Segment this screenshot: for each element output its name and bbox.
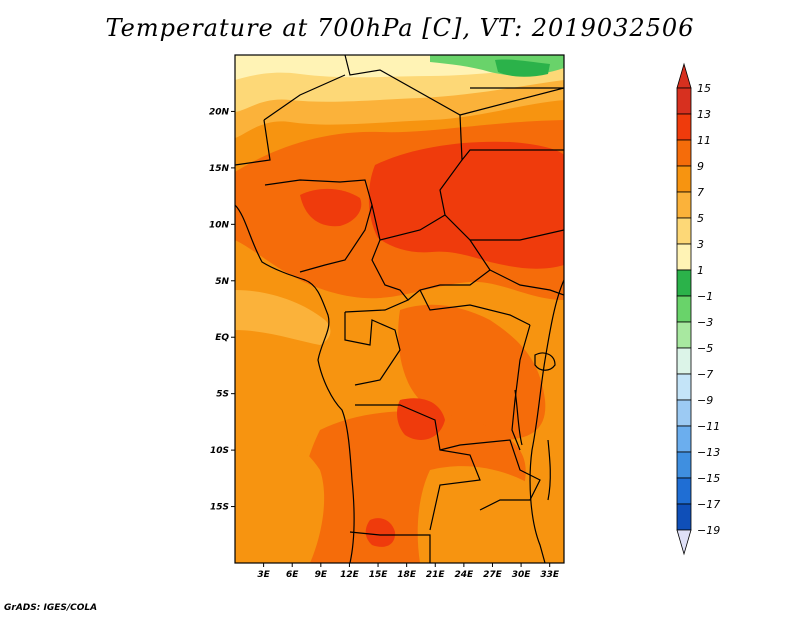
- x-tick-label: 30E: [512, 570, 532, 580]
- band-7to9-southeast: [417, 466, 564, 563]
- lake-victoria: [534, 352, 556, 371]
- border-drc-north: [419, 289, 531, 326]
- y-tick-label: 20N: [209, 107, 230, 117]
- country-borders: [235, 55, 564, 563]
- border-namibia: [349, 531, 431, 563]
- colorbar-swatch: [676, 347, 692, 375]
- colorbar-over-arrow: [676, 62, 692, 89]
- band-13to15-west: [300, 188, 362, 227]
- colorbar-swatch: [676, 139, 692, 167]
- border-gabon-congo: [344, 312, 401, 386]
- colorbar-label: −3: [697, 316, 713, 329]
- x-tick-label: 21E: [426, 570, 446, 580]
- colorbar-swatch: [676, 191, 692, 219]
- x-tick-label: 24E: [455, 570, 475, 580]
- footer-credit: GrADS: IGES/COLA: [4, 603, 98, 613]
- border-drc-east: [511, 324, 531, 451]
- colorbar: 15 13 11 9 7 5 3 1 −1 −3 −5 −7 −9 −11 −13 −15 −17 −19: [676, 62, 720, 556]
- band-7to9-west-south: [235, 429, 325, 563]
- colorbar-swatch: [676, 165, 692, 193]
- colorbar-swatch: [676, 451, 692, 479]
- border-angola: [355, 404, 481, 531]
- colorbar-swatch: [676, 321, 692, 349]
- temperature-field: [235, 55, 564, 563]
- colorbar-label: 15: [697, 82, 711, 95]
- axis-ticks: 3E 6E 9E 12E 15E 18E 21E 24E 27E 30E 33E 20N 15N 10N 5…: [209, 107, 560, 580]
- band-13to15-south: [365, 518, 396, 547]
- colorbar-label: 9: [697, 160, 704, 173]
- colorbar-swatch: [676, 243, 692, 271]
- border-sudan: [461, 149, 564, 241]
- coastline-west-africa: [235, 204, 355, 563]
- colorbar-label: −11: [697, 420, 720, 433]
- colorbar-label: −17: [697, 498, 720, 511]
- map-title: Temperature at 700hPa [C], VT: 201903250…: [105, 14, 695, 42]
- colorbar-swatch: [676, 217, 692, 245]
- colorbar-label: 3: [697, 238, 704, 251]
- x-tick-label: 6E: [286, 570, 299, 580]
- border-chad-east: [459, 87, 564, 116]
- colorbar-label: −9: [697, 394, 713, 407]
- border-south-sudan: [489, 269, 564, 296]
- colorbar-label: 7: [697, 186, 704, 199]
- y-tick-label: EQ: [215, 333, 229, 343]
- colorbar-under-arrow: [676, 529, 692, 556]
- lake-tanganyika: [514, 389, 523, 446]
- colorbar-label: 5: [697, 212, 704, 225]
- colorbar-swatch: [676, 113, 692, 141]
- x-tick-label: 18E: [397, 570, 417, 580]
- colorbar-label: 11: [697, 134, 711, 147]
- y-tick-label: 5S: [216, 390, 229, 400]
- x-tick-label: 9E: [315, 570, 328, 580]
- coastline-east-africa: [529, 279, 564, 563]
- border-cameroon: [344, 204, 409, 313]
- x-tick-label: 12E: [340, 570, 360, 580]
- colorbar-swatch: [676, 503, 692, 531]
- colorbar-label: −13: [697, 446, 720, 459]
- y-tick-label: 15S: [210, 503, 229, 513]
- cool-patch-green: [495, 59, 550, 77]
- x-tick-label: 3E: [257, 570, 270, 580]
- colorbar-swatch: [676, 477, 692, 505]
- x-tick-label: 15E: [369, 570, 389, 580]
- colorbar-swatch: [676, 87, 692, 115]
- colorbar-swatch: [676, 399, 692, 427]
- y-tick-label: 15N: [209, 164, 230, 174]
- border-zambia: [439, 439, 541, 511]
- colorbar-label: −5: [697, 342, 713, 355]
- band-7to9-coast: [235, 290, 331, 345]
- x-tick-label: 33E: [540, 570, 560, 580]
- y-tick-label: 10N: [209, 220, 230, 230]
- y-tick-label: 5N: [215, 277, 229, 287]
- map-frame: [234, 54, 565, 564]
- border-mali: [235, 119, 271, 166]
- colorbar-swatch: [676, 425, 692, 453]
- colorbar-label: −7: [697, 368, 713, 381]
- colorbar-swatch: [676, 269, 692, 297]
- colorbar-label: −1: [697, 290, 713, 303]
- colorbar-swatch: [676, 373, 692, 401]
- x-tick-label: 27E: [483, 570, 503, 580]
- colorbar-label: −19: [697, 524, 720, 537]
- colorbar-swatch: [676, 295, 692, 323]
- band-13to15-core: [368, 141, 564, 269]
- y-tick-label: 10S: [210, 446, 229, 456]
- colorbar-label: 1: [697, 264, 704, 277]
- lake-malawi: [547, 439, 551, 501]
- border-niger: [263, 74, 346, 121]
- colorbar-label: 13: [697, 108, 711, 121]
- colorbar-label: −15: [697, 472, 720, 485]
